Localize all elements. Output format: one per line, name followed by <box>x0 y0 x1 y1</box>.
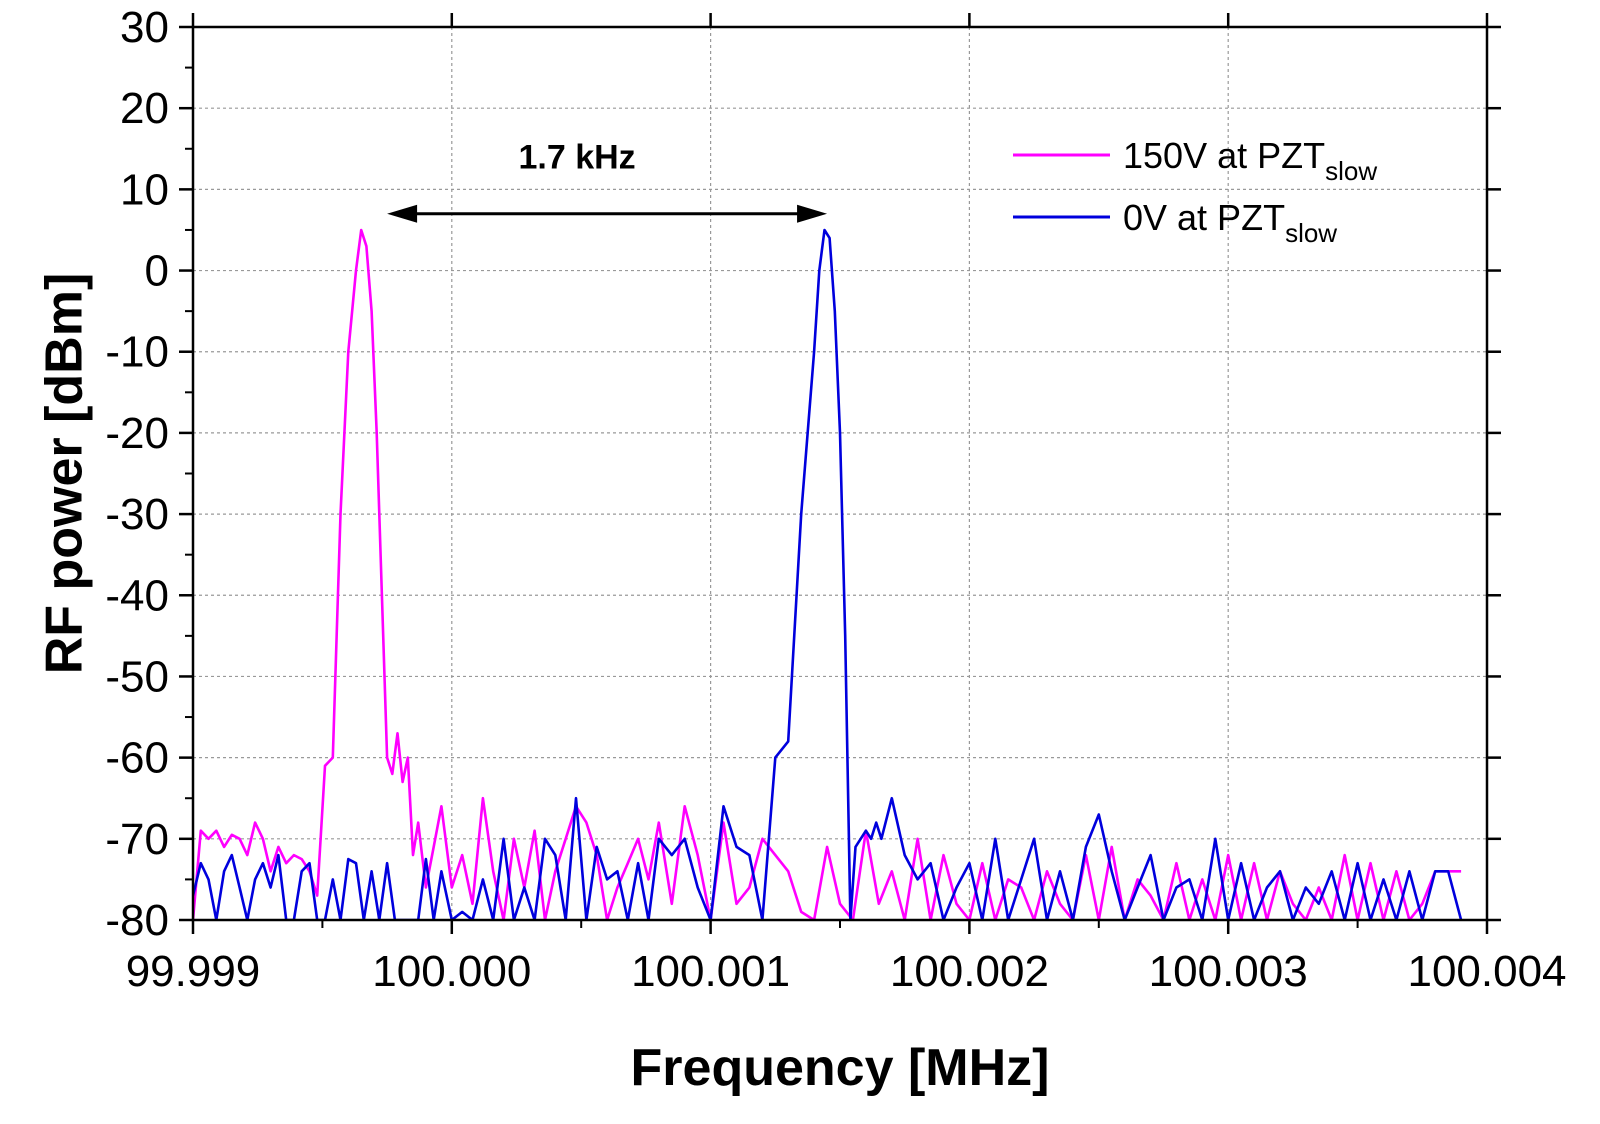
x-tick-label: 100.003 <box>1149 947 1308 996</box>
arrow-head-left <box>387 204 418 223</box>
legend-label-main: 150V at PZT <box>1123 135 1325 176</box>
y-tick-label: -10 <box>105 328 169 377</box>
y-tick-label: 30 <box>120 3 169 52</box>
x-tick-label: 100.000 <box>372 947 531 996</box>
y-tick-label: -80 <box>105 896 169 945</box>
y-tick-label: 10 <box>120 165 169 214</box>
legend-label-main: 0V at PZT <box>1123 197 1285 238</box>
x-tick-label: 100.002 <box>890 947 1049 996</box>
axis-ticks <box>179 13 1501 934</box>
legend-label-1: 0V at PZTslow <box>1123 197 1337 248</box>
y-tick-label: -60 <box>105 734 169 783</box>
arrow-head-right <box>797 204 828 223</box>
separation-label: 1.7 kHz <box>518 139 635 177</box>
tick-labels: 99.999 100.000 100.001 100.002 100.003 100.00… <box>105 3 1566 996</box>
series-line-0 <box>193 228 1462 920</box>
y-tick-label: 0 <box>145 247 169 296</box>
legend-label-0: 150V at PZTslow <box>1123 135 1377 186</box>
x-tick-label: 100.004 <box>1407 947 1566 996</box>
frequency-separation-annotation: 1.7 kHz <box>387 139 828 223</box>
grid-lines <box>193 27 1487 920</box>
y-tick-label: -40 <box>105 571 169 620</box>
legend-label-subscript: slow <box>1325 156 1377 186</box>
series-line-1 <box>193 228 1463 920</box>
y-tick-label: -30 <box>105 490 169 539</box>
x-tick-label: 100.001 <box>631 947 790 996</box>
x-tick-label: 99.999 <box>126 947 261 996</box>
x-axis-title: Frequency [MHz] <box>631 1039 1050 1097</box>
y-tick-label: -20 <box>105 409 169 458</box>
y-tick-label: 20 <box>120 84 169 133</box>
y-tick-label: -70 <box>105 815 169 864</box>
y-tick-label: -50 <box>105 652 169 701</box>
y-axis-title: RF power [dBm] <box>36 273 94 675</box>
legend-label-subscript: slow <box>1285 218 1337 248</box>
plot-lines <box>193 228 1463 920</box>
